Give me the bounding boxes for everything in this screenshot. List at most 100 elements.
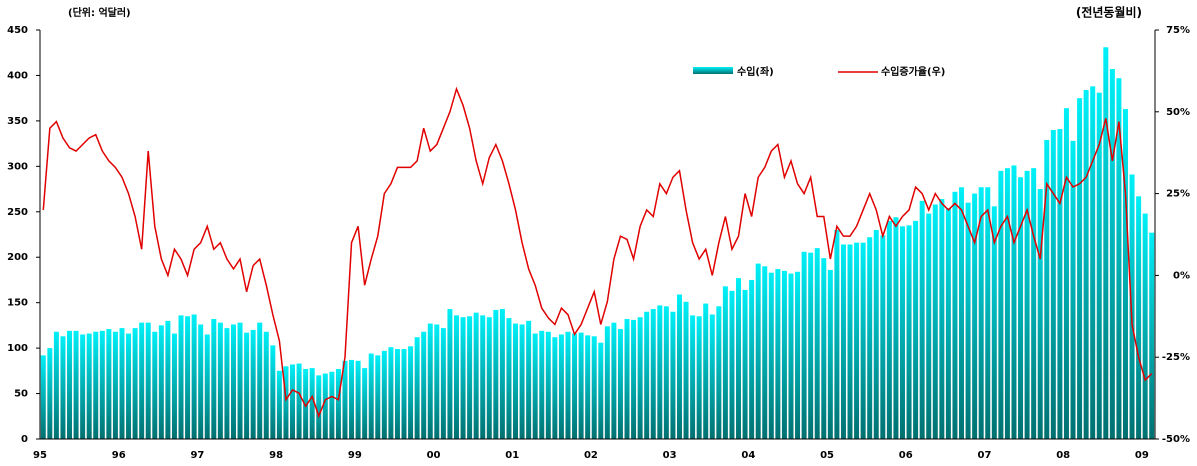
bar xyxy=(814,248,820,439)
bar xyxy=(244,332,250,439)
y-tick-label: 150 xyxy=(7,298,28,309)
bar xyxy=(676,294,682,439)
bar xyxy=(919,200,925,439)
y-tick-label: 450 xyxy=(7,25,28,36)
bar xyxy=(349,359,355,439)
bar xyxy=(224,328,230,439)
bar xyxy=(808,252,814,439)
bar xyxy=(959,187,965,439)
bar xyxy=(290,364,296,439)
bar xyxy=(1149,232,1155,439)
bar xyxy=(1024,170,1030,439)
bar xyxy=(965,202,971,439)
bar xyxy=(296,363,302,439)
bar xyxy=(263,331,269,439)
bar xyxy=(427,323,433,439)
bar xyxy=(257,322,263,439)
bar xyxy=(617,329,623,439)
bar xyxy=(283,366,289,439)
bar xyxy=(165,320,171,439)
bar xyxy=(906,225,912,439)
bar xyxy=(926,213,932,439)
x-tick-label: 04 xyxy=(741,450,755,461)
bar xyxy=(827,269,833,439)
bar xyxy=(1083,89,1089,439)
bar xyxy=(526,320,532,439)
bar xyxy=(191,314,197,439)
bar xyxy=(198,324,204,439)
bar xyxy=(106,329,112,439)
bar xyxy=(558,334,564,439)
legend-label: 수입(좌) xyxy=(737,65,774,78)
bar xyxy=(742,289,748,439)
bar xyxy=(545,331,551,439)
y2-label: (전년동월비) xyxy=(1076,5,1142,20)
bar xyxy=(1063,108,1069,440)
y-tick-label: 50 xyxy=(14,389,28,400)
bar xyxy=(854,242,860,439)
bar xyxy=(801,251,807,439)
bar xyxy=(565,331,571,439)
bar xyxy=(1031,168,1037,439)
bar xyxy=(499,309,505,439)
bar xyxy=(316,375,322,439)
bar xyxy=(447,309,453,439)
plot-area xyxy=(40,47,1155,440)
bar xyxy=(519,324,525,439)
bar xyxy=(1050,129,1056,439)
y-tick-label: 200 xyxy=(7,252,28,263)
bar xyxy=(1096,92,1102,440)
bar xyxy=(73,330,79,439)
bar xyxy=(873,229,879,439)
x-tick-label: 00 xyxy=(427,450,441,461)
bar xyxy=(158,325,164,439)
bar xyxy=(1103,47,1109,439)
y2-tick-label: 0% xyxy=(1173,270,1190,281)
bar xyxy=(670,311,676,439)
bar xyxy=(1011,165,1017,439)
bar xyxy=(178,315,184,439)
bar xyxy=(1116,78,1122,439)
bar xyxy=(893,217,899,439)
bar xyxy=(899,226,905,439)
bar xyxy=(1122,109,1128,439)
bar xyxy=(1090,86,1096,440)
bar xyxy=(683,301,689,439)
y-tick-label: 250 xyxy=(7,207,28,218)
bar xyxy=(939,199,945,439)
x-tick-label: 99 xyxy=(348,450,362,461)
bar xyxy=(86,333,92,439)
bar xyxy=(467,316,473,439)
y2-tick-label: -50% xyxy=(1162,434,1190,445)
bar xyxy=(1070,140,1076,439)
bar xyxy=(270,345,276,439)
bar xyxy=(840,244,846,439)
bar xyxy=(112,331,118,439)
bar xyxy=(381,350,387,439)
bar xyxy=(795,271,801,439)
bar xyxy=(690,315,696,439)
bar xyxy=(880,235,886,439)
bar xyxy=(329,371,335,439)
bar xyxy=(401,349,407,439)
bar xyxy=(572,333,578,439)
bar xyxy=(40,355,46,439)
y2-tick-label: 75% xyxy=(1166,25,1190,36)
bar xyxy=(768,272,774,439)
bar xyxy=(60,336,66,439)
bar xyxy=(394,349,400,439)
bar xyxy=(230,324,236,439)
bar xyxy=(932,204,938,439)
y2-tick-label: 25% xyxy=(1166,189,1190,200)
bar xyxy=(637,317,643,439)
bar xyxy=(1136,196,1142,439)
bar xyxy=(80,334,86,439)
x-tick-label: 09 xyxy=(1135,450,1149,461)
bar xyxy=(322,373,328,439)
x-tick-label: 01 xyxy=(505,450,519,461)
bar xyxy=(886,220,892,439)
bar xyxy=(1004,168,1010,439)
bar xyxy=(1077,98,1083,440)
x-tick-label: 97 xyxy=(190,450,204,461)
bar xyxy=(585,335,591,439)
